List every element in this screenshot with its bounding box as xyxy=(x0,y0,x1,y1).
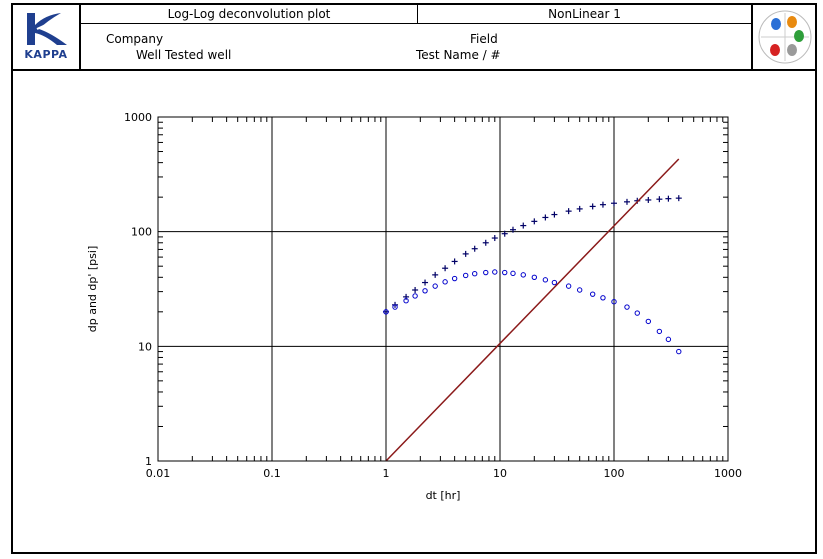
derivative-point xyxy=(600,295,606,301)
pressure-point xyxy=(491,235,498,242)
pressure-point xyxy=(422,279,429,286)
pressure-point xyxy=(576,205,583,212)
pressure-point xyxy=(623,198,630,205)
derivative-point xyxy=(472,270,478,277)
well-info: Well Tested well xyxy=(136,48,231,62)
derivative-point xyxy=(422,288,428,294)
derivative-point xyxy=(665,336,672,343)
pressure-point xyxy=(412,286,419,293)
x-tick-label: 1 xyxy=(383,467,390,480)
plot-area-border xyxy=(157,116,729,462)
derivative-point xyxy=(611,299,617,305)
derivative-point xyxy=(576,287,583,293)
derivative-point xyxy=(392,304,398,310)
axis-ticks: 0.01 0.1 1 10 100 1000 1 10 100 1000 xyxy=(124,111,742,480)
logo-cell: KAPPA xyxy=(13,5,81,69)
derivative-point xyxy=(589,291,596,297)
pressure-point xyxy=(432,271,439,278)
derivative-point xyxy=(492,269,498,275)
x-tick-label: 100 xyxy=(604,467,625,480)
derivative-point xyxy=(531,274,538,280)
derivative-point xyxy=(645,318,652,325)
data-series xyxy=(383,158,682,462)
pressure-point xyxy=(656,196,663,203)
unit-slope-line xyxy=(385,158,680,462)
derivative-point xyxy=(542,277,549,283)
report-header: KAPPA Log-Log deconvolution plot NonLine… xyxy=(13,5,815,71)
derivative-point xyxy=(502,269,508,276)
pressure-point xyxy=(565,208,572,215)
colored-drops-icon xyxy=(758,10,812,64)
derivative-point xyxy=(432,283,438,289)
pressure-point xyxy=(501,230,508,237)
pressure-point xyxy=(520,222,527,229)
derivative-point xyxy=(551,279,558,286)
derivative-point xyxy=(624,304,630,310)
derivative-point xyxy=(383,309,389,315)
field-label: Field xyxy=(470,32,498,46)
derivative-point xyxy=(565,283,572,289)
pressure-point xyxy=(442,265,449,272)
derivative-point xyxy=(412,293,418,299)
grid xyxy=(157,116,729,462)
derivative-point xyxy=(483,269,489,276)
plot-frame: KAPPA Log-Log deconvolution plot NonLine… xyxy=(11,3,817,554)
pressure-point xyxy=(482,239,489,246)
y-axis-title: dp and dp' [psi] xyxy=(86,246,99,333)
pressure-point xyxy=(645,196,652,203)
pressure-point xyxy=(611,200,617,207)
pressure-point xyxy=(675,195,682,202)
y-tick-label: 100 xyxy=(131,226,152,239)
x-tick-label: 1000 xyxy=(714,467,742,480)
pressure-point xyxy=(589,203,596,210)
pressure-point xyxy=(599,201,606,208)
model-name: NonLinear 1 xyxy=(548,7,621,21)
derivative-point xyxy=(451,275,458,282)
logo-text: KAPPA xyxy=(24,48,68,61)
derivative-point xyxy=(462,272,469,279)
x-tick-label: 0.01 xyxy=(146,467,171,480)
pressure-point xyxy=(451,258,458,265)
kappa-logo-icon xyxy=(27,13,67,45)
derivative-point xyxy=(403,298,409,304)
title-row: Log-Log deconvolution plot NonLinear 1 xyxy=(81,5,751,24)
pressure-point xyxy=(509,226,516,233)
derivative-point xyxy=(442,279,448,285)
x-axis-title: dt [hr] xyxy=(426,489,461,502)
pressure-point xyxy=(531,218,538,225)
derivative-point xyxy=(656,328,663,335)
x-tick-label: 0.1 xyxy=(263,467,281,480)
company-label: Company xyxy=(106,32,164,46)
well-value: Tested well xyxy=(165,48,232,62)
icon-cell xyxy=(751,5,817,69)
derivative-point xyxy=(510,270,516,277)
y-tick-label: 1 xyxy=(145,455,152,468)
pressure-point xyxy=(542,214,549,221)
derivative-point xyxy=(634,310,640,316)
plot-title: Log-Log deconvolution plot xyxy=(81,5,418,23)
pressure-point xyxy=(665,195,672,202)
x-tick-label: 10 xyxy=(493,467,507,480)
pressure-point xyxy=(471,245,478,252)
derivative-point xyxy=(520,272,526,278)
test-name-label: Test Name / # xyxy=(416,48,501,62)
y-tick-label: 10 xyxy=(138,340,152,353)
pressure-point xyxy=(551,211,558,218)
derivative-point xyxy=(676,348,682,355)
pressure-point xyxy=(462,250,469,257)
well-label: Well xyxy=(136,48,162,62)
y-tick-label: 1000 xyxy=(124,111,152,124)
